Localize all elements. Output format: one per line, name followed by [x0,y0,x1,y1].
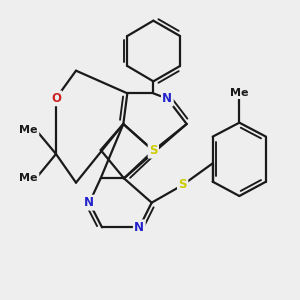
Text: S: S [178,178,187,191]
Text: S: S [149,144,158,157]
Text: Me: Me [230,88,249,98]
Text: O: O [51,92,61,105]
Text: N: N [84,196,94,209]
Text: N: N [162,92,172,105]
Text: N: N [134,221,144,234]
Text: Me: Me [20,125,38,135]
Text: Me: Me [20,173,38,183]
